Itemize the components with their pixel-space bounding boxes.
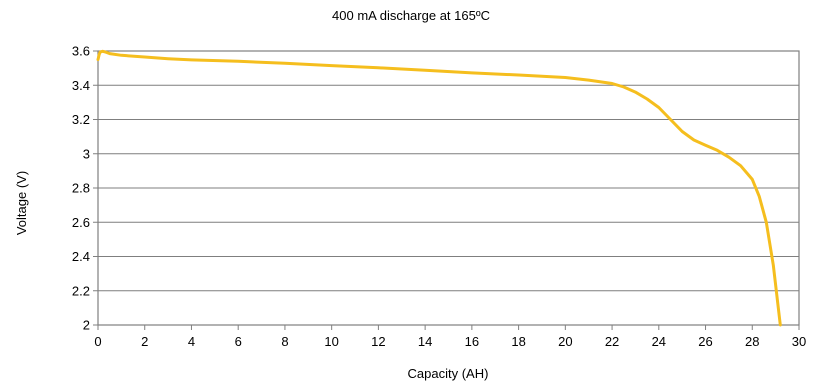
y-axis: 2 2.2 2.4 2.6 2.8 3 3.2 3.4 3.6	[72, 44, 98, 333]
series-line	[96, 49, 782, 327]
x-axis: 0 2 4 6 8 10 12 14 16 18 20 22 24 26 28 30	[94, 325, 806, 349]
x-tick-label: 18	[511, 334, 525, 349]
x-tick-label: 4	[188, 334, 195, 349]
y-tick-label: 2	[83, 318, 90, 333]
x-tick-label: 0	[94, 334, 101, 349]
y-tick-label: 3.2	[72, 112, 90, 127]
gridlines	[98, 50, 799, 326]
y-tick-label: 2.2	[72, 283, 90, 298]
x-tick-label: 30	[792, 334, 806, 349]
x-tick-label: 20	[558, 334, 572, 349]
y-tick-label: 3	[83, 146, 90, 161]
x-tick-label: 28	[745, 334, 759, 349]
x-tick-label: 8	[281, 334, 288, 349]
y-axis-label: Voltage (V)	[14, 171, 29, 235]
y-tick-label: 2.6	[72, 215, 90, 230]
x-tick-label: 14	[418, 334, 432, 349]
y-tick-label: 3.6	[72, 44, 90, 59]
x-tick-label: 10	[324, 334, 338, 349]
x-tick-label: 2	[141, 334, 148, 349]
x-tick-label: 16	[465, 334, 479, 349]
y-tick-label: 3.4	[72, 78, 90, 93]
x-tick-label: 22	[605, 334, 619, 349]
y-tick-label: 2.4	[72, 249, 90, 264]
y-tick-label: 2.8	[72, 181, 90, 196]
x-tick-label: 12	[371, 334, 385, 349]
x-tick-label: 24	[652, 334, 666, 349]
x-axis-label: Capacity (AH)	[408, 366, 489, 381]
x-tick-label: 6	[235, 334, 242, 349]
chart-title: 400 mA discharge at 165ºC	[332, 8, 490, 23]
x-tick-label: 26	[698, 334, 712, 349]
